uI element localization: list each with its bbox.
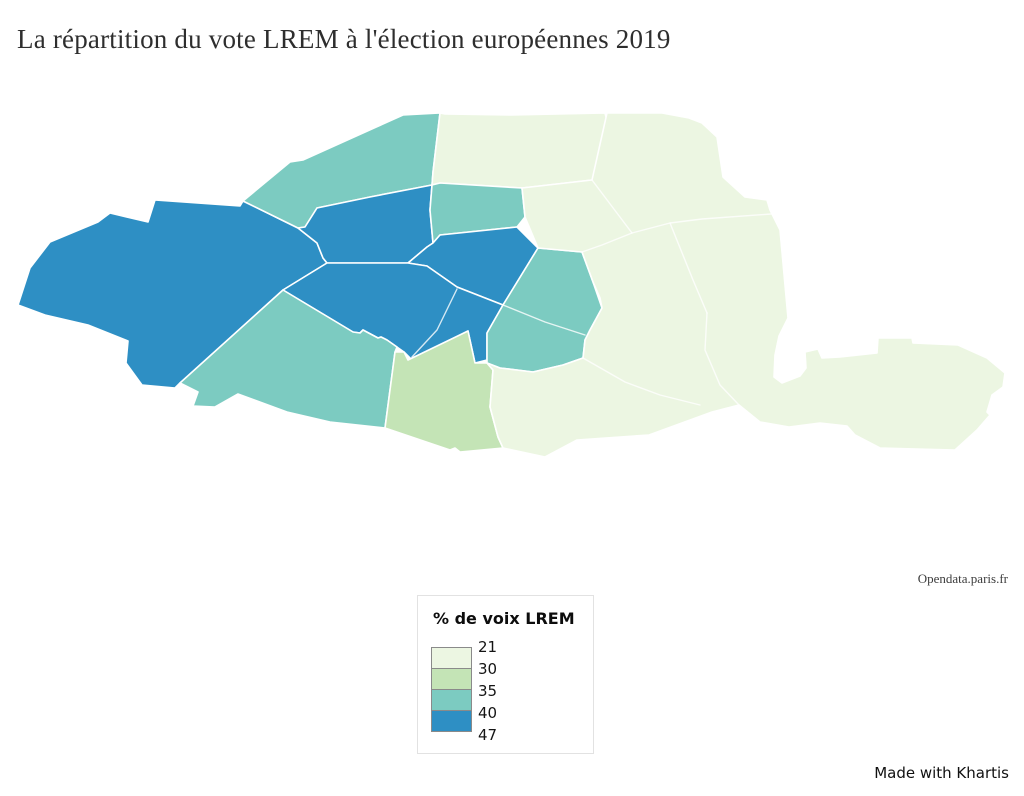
legend-tick-30: 30: [478, 660, 498, 678]
map-region-east-11e-12e-13e-19e-20e: [486, 112, 1006, 458]
map-boundary-line-19e-20e-north: [631, 213, 772, 234]
khartis-credit: Made with Khartis: [874, 764, 1009, 782]
legend-tick-40: 40: [478, 704, 498, 722]
map-boundary-line-12e-13e: [582, 357, 701, 406]
map-region-north-18e: [431, 112, 611, 189]
legend-tick-47: 47: [478, 726, 498, 744]
map-boundary-line-19e-20e: [669, 222, 708, 314]
map-boundary-line-4e-11e: [502, 304, 586, 336]
legend: % de voix LREM 21 30 35 40 47: [417, 595, 594, 754]
legend-swatches: [431, 647, 472, 732]
legend-tick-21: 21: [478, 638, 498, 656]
page-title: La répartition du vote LREM à l'élection…: [17, 24, 671, 55]
legend-title: % de voix LREM: [433, 609, 575, 628]
map-boundary-line-20e-12e: [704, 312, 740, 406]
legend-swatch-class2: [431, 668, 472, 690]
map-boundary-line-10e-19e: [581, 232, 633, 253]
map-boundary-line-18e-19e: [591, 179, 633, 234]
map-boundary-line-6e-7e: [411, 288, 458, 358]
legend-swatch-class3: [431, 689, 472, 711]
data-source-label: Opendata.paris.fr: [917, 571, 1008, 586]
legend-swatch-class1: [431, 647, 472, 669]
legend-tick-35: 35: [478, 682, 498, 700]
legend-swatch-class4: [431, 710, 472, 732]
